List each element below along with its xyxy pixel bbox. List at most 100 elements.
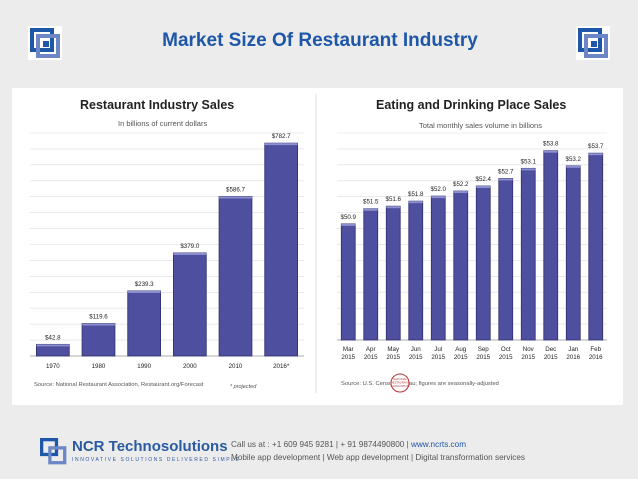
bar-1-11: [588, 152, 604, 341]
bar-0-2: [127, 290, 162, 357]
bar-highlight: [498, 178, 513, 181]
data-label: $119.6: [89, 313, 108, 320]
data-label: $50.9: [341, 214, 357, 221]
bar-1-9: [543, 150, 559, 341]
tick-label: Jul: [434, 346, 442, 353]
bar-highlight: [476, 186, 491, 189]
bar-1-5: [453, 190, 469, 341]
association-badge-icon: [390, 373, 410, 393]
badge-text: RESTAURANT: [391, 381, 410, 385]
bar-highlight: [453, 191, 468, 194]
tick-label: 2015: [544, 354, 558, 361]
bar-highlight: [408, 201, 423, 204]
bar-1-0: [340, 223, 356, 341]
tick-label: 2015: [499, 354, 513, 361]
tick-label: 2015: [521, 354, 535, 361]
bar-1-3: [408, 200, 424, 341]
bar-1-6: [475, 185, 491, 341]
bar-highlight: [127, 290, 161, 293]
data-label: $53.2: [566, 156, 582, 163]
bar-0-3: [172, 252, 207, 357]
tick-label: Jun: [411, 346, 422, 353]
tick-label: Feb: [590, 346, 601, 353]
ncr-logo-icon: [28, 26, 62, 60]
badge-text: ASSOCIATION: [391, 384, 410, 388]
tick-label: 1970: [46, 363, 60, 370]
bar-highlight: [363, 208, 378, 211]
data-label: $239.3: [135, 281, 154, 288]
chart-source: Source: U.S. Census Bureau; figures are …: [341, 381, 499, 387]
data-label: $586.7: [226, 186, 245, 193]
tick-label: Jan: [568, 346, 579, 353]
tick-label: Oct: [501, 346, 511, 353]
bar-1-2: [385, 205, 401, 341]
bar-highlight: [173, 252, 207, 255]
bar-highlight: [386, 206, 401, 209]
tick-label: May: [387, 346, 400, 353]
chart-panel: Restaurant Industry Sales In billions of …: [12, 88, 623, 405]
bar-0-4: [218, 196, 253, 357]
bar-1-7: [498, 178, 514, 341]
company-name: NCR Technosolutions: [72, 438, 228, 455]
bar-highlight: [219, 196, 252, 199]
ncr-logo-icon: [40, 438, 67, 465]
data-label: $53.1: [521, 158, 537, 165]
bar-1-8: [520, 167, 536, 341]
bar-1-1: [363, 208, 379, 341]
tick-label: 2015: [386, 354, 400, 361]
company-tagline: INNOVATIVE SOLUTIONS DELIVERED SIMPLE: [72, 457, 241, 463]
bar-highlight: [264, 143, 298, 146]
bar-highlight: [543, 150, 558, 153]
data-label: $52.4: [476, 176, 492, 183]
contact-phones: Call us at : +1 609 945 9281 | + 91 9874…: [231, 440, 409, 449]
data-label: $782.7: [272, 133, 291, 140]
chart-title: Restaurant Industry Sales: [80, 98, 234, 112]
tick-label: 2016: [589, 354, 603, 361]
tick-label: 2010: [229, 363, 243, 370]
tick-label: 2015: [431, 354, 445, 361]
tick-label: Sep: [478, 346, 490, 353]
data-label: $52.7: [498, 168, 514, 175]
bar-highlight: [36, 344, 70, 347]
bar-highlight: [588, 153, 603, 156]
data-label: $51.8: [408, 191, 424, 198]
tick-label: 2016*: [273, 363, 290, 370]
chart-source: Source: National Restaurant Association,…: [34, 382, 204, 388]
data-label: $51.6: [386, 196, 402, 203]
tick-label: 2015: [364, 354, 378, 361]
tick-label: 2000: [183, 363, 197, 370]
tick-label: Dec: [545, 346, 556, 353]
bar-highlight: [431, 196, 446, 199]
chart-note: * projected: [230, 384, 257, 390]
tick-label: 1990: [137, 363, 151, 370]
bar-highlight: [566, 165, 581, 168]
bar-highlight: [82, 323, 115, 326]
bar-highlight: [341, 223, 356, 226]
tick-label: 2015: [454, 354, 468, 361]
tick-label: Aug: [455, 346, 467, 353]
bar-0-1: [81, 323, 116, 357]
slide-title: Market Size Of Restaurant Industry: [162, 30, 478, 51]
data-label: $52.2: [453, 181, 469, 188]
data-label: $53.7: [588, 143, 604, 150]
tick-label: Nov: [523, 346, 535, 353]
tick-label: 1980: [92, 363, 106, 370]
tick-label: 2015: [409, 354, 423, 361]
data-label: $379.0: [180, 243, 199, 250]
chart-subtitle: Total monthly sales volume in billions: [419, 121, 542, 130]
charts-canvas: Restaurant Industry Sales In billions of …: [30, 94, 607, 393]
bar-1-4: [430, 195, 446, 341]
data-label: $51.5: [363, 199, 379, 206]
website-link[interactable]: www.ncrts.com: [410, 440, 467, 449]
bar-highlight: [521, 168, 536, 171]
data-label: $42.8: [45, 334, 61, 341]
chart-title: Eating and Drinking Place Sales: [376, 98, 566, 112]
tick-label: Mar: [343, 346, 354, 353]
data-label: $53.8: [543, 141, 559, 148]
contact-line: Call us at : +1 609 945 9281 | + 91 9874…: [231, 440, 466, 449]
bar-0-5: [264, 142, 299, 357]
tick-label: 2015: [341, 354, 355, 361]
ncr-logo-icon: [576, 26, 610, 60]
tick-label: 2016: [566, 354, 580, 361]
chart-subtitle: In billions of current dollars: [118, 119, 207, 128]
